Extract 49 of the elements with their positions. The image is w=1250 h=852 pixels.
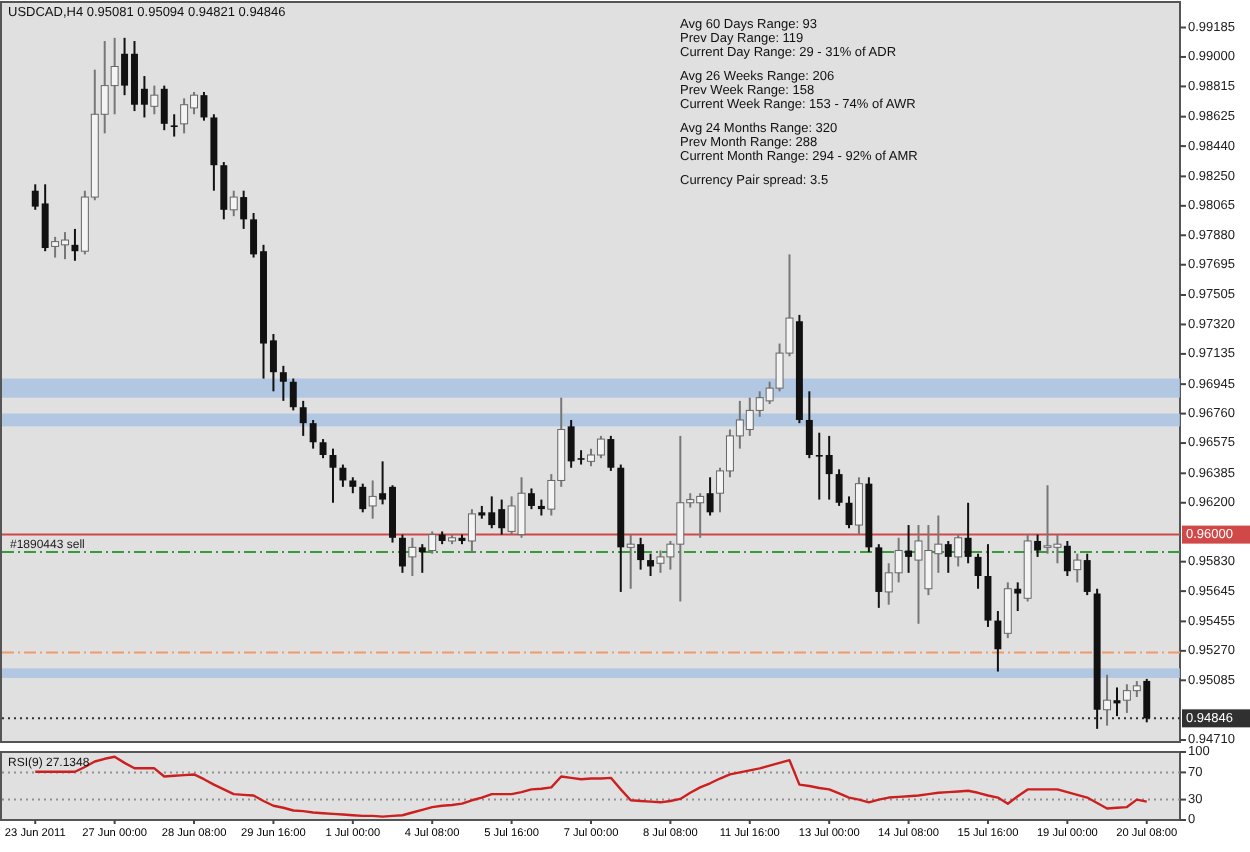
candlestick bbox=[875, 543, 883, 609]
candlestick bbox=[359, 482, 367, 514]
candlestick bbox=[974, 552, 982, 590]
candlestick bbox=[805, 390, 813, 460]
candlestick bbox=[607, 434, 615, 472]
candlestick bbox=[418, 543, 426, 574]
candlestick bbox=[854, 476, 863, 536]
candlestick bbox=[845, 495, 853, 530]
candlestick bbox=[1143, 677, 1151, 724]
candlestick bbox=[339, 463, 347, 488]
candlestick bbox=[467, 508, 476, 554]
candlestick bbox=[1073, 552, 1082, 584]
candlestick bbox=[1063, 539, 1071, 577]
candlestick bbox=[71, 227, 79, 262]
candlestick bbox=[160, 84, 168, 132]
candlestick bbox=[964, 501, 972, 565]
candlestick bbox=[210, 113, 218, 192]
candlestick bbox=[299, 399, 307, 437]
candlestick bbox=[229, 189, 238, 218]
candlestick bbox=[309, 418, 317, 450]
candlestick bbox=[200, 90, 208, 122]
candlestick bbox=[220, 161, 228, 221]
candlestick bbox=[626, 533, 635, 590]
candlestick bbox=[368, 479, 377, 520]
candlestick bbox=[1103, 673, 1112, 727]
candlestick bbox=[1034, 533, 1042, 558]
candlestick bbox=[706, 476, 714, 517]
candlestick bbox=[150, 84, 159, 116]
candlestick bbox=[398, 533, 406, 574]
candlestick bbox=[905, 524, 913, 574]
candlestick bbox=[1014, 581, 1022, 613]
candlestick bbox=[289, 377, 297, 412]
candlestick bbox=[1083, 552, 1091, 597]
candlestick bbox=[835, 468, 843, 507]
candlestick bbox=[1003, 581, 1012, 640]
candlestick bbox=[954, 533, 963, 568]
candlestick bbox=[170, 113, 178, 138]
candlestick bbox=[637, 536, 645, 571]
candlestick bbox=[984, 543, 992, 628]
candlestick bbox=[319, 438, 327, 460]
candlestick bbox=[240, 189, 248, 230]
candlestick bbox=[994, 610, 1002, 673]
candlestick bbox=[408, 536, 417, 577]
candlestick bbox=[329, 447, 337, 504]
candlestick bbox=[944, 539, 952, 574]
candlestick bbox=[279, 364, 287, 402]
candlestick bbox=[647, 552, 655, 577]
candlestick bbox=[428, 530, 437, 555]
candlestick bbox=[527, 487, 535, 511]
